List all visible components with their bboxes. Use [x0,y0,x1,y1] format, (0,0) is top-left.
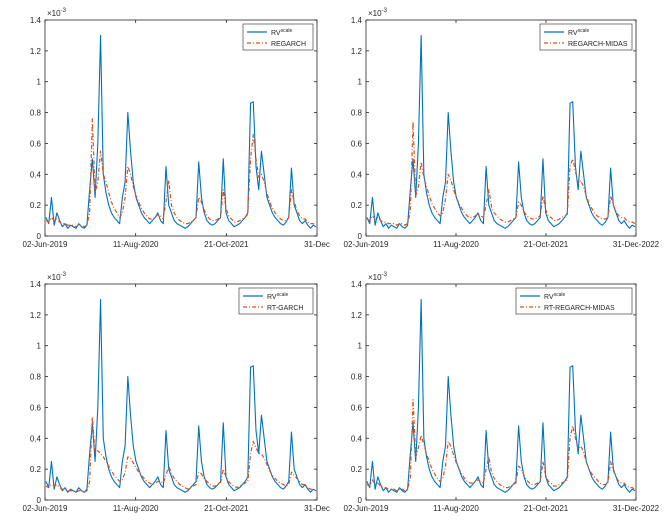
series-line-model [45,416,317,493]
y-exponent-label: ×10-3 [47,8,67,18]
y-tick-label: 1.4 [30,280,42,289]
subplot-3: 0 0.2 0.4 0.6 0.8 1 1.2 1.4 ×10-3 02-Jun-2019 11-A… [23,272,330,513]
y-tick-label: 0 [37,496,42,505]
x-tick-label: 31-Dec-2022 [613,504,660,513]
y-tick-label: 0.6 [30,139,42,148]
x-tick-label: 02-Jun-2019 [23,240,68,249]
x-tick-label: 21-Oct-2021 [524,240,569,249]
y-exponent-label: ×10-3 [368,272,388,282]
y-tick-label: 0.4 [30,170,42,179]
axes-box [365,19,637,237]
legend-label: REGARCH-MIDAS [568,41,628,48]
series-line-rv [366,298,636,493]
x-tick-label: 21-Oct-2021 [204,240,249,249]
y-tick-label: 1.4 [351,16,363,25]
legend-label: RT-GARCH [267,305,303,312]
subplot-2: 0 0.2 0.4 0.6 0.8 1 1.2 1.4 ×10-3 02-Jun-2019 11-A… [344,8,660,249]
axes-box [44,283,318,501]
x-tick-label: 11-Aug-2020 [433,504,479,513]
legend-label: RVscale [271,28,293,37]
legend-box [515,287,633,315]
x-tick-label: 02-Jun-2019 [23,504,68,513]
y-tick-label: 1 [358,78,363,87]
y-tick-label: 0.2 [351,201,363,210]
x-tick-label: 31-Dec [304,504,330,513]
y-tick-label: 1 [37,342,42,351]
y-tick-label: 0 [358,232,363,241]
x-tick-label: 02-Jun-2019 [344,504,389,513]
legend: RVscale REGARCH [242,23,314,51]
legend: RVscale RT-REGARCH-MIDAS [515,287,633,315]
legend-label: RVscale [568,28,590,37]
y-tick-label: 1.2 [351,311,363,320]
x-tick-label: 11-Aug-2020 [433,240,479,249]
x-tick-label: 31-Dec-2022 [613,240,660,249]
legend-label: RT-REGARCH-MIDAS [544,305,615,312]
x-tick-label: 02-Jun-2019 [344,240,389,249]
y-tick-label: 0.4 [351,434,363,443]
y-exponent-label: ×10-3 [47,272,67,282]
y-tick-label: 0.2 [351,465,363,474]
y-tick-label: 1.2 [351,47,363,56]
y-tick-label: 0.6 [351,139,363,148]
y-tick-label: 0.2 [30,465,42,474]
axes-box [44,19,318,237]
y-tick-label: 0.6 [351,403,363,412]
y-tick-label: 1.2 [30,47,42,56]
y-tick-label: 1.4 [351,280,363,289]
legend-box [242,23,314,51]
legend: RVscale REGARCH-MIDAS [539,23,633,51]
y-exponent-label: ×10-3 [368,8,388,18]
subplot-1: 0 0.2 0.4 0.6 0.8 1 1.2 1.4 ×10-3 02-Jun-2019 11-A… [23,8,330,249]
y-tick-label: 0 [358,496,363,505]
legend: RVscale RT-GARCH [238,287,314,315]
x-tick-label: 11-Aug-2020 [113,240,159,249]
legend-box [539,23,633,51]
y-tick-label: 1.2 [30,311,42,320]
legend-label: RVscale [544,292,566,301]
y-tick-label: 1.4 [30,16,42,25]
x-tick-label: 11-Aug-2020 [113,504,159,513]
y-tick-label: 0.4 [30,434,42,443]
y-tick-label: 0.2 [30,201,42,210]
x-tick-label: 21-Oct-2021 [204,504,249,513]
series-line-model [45,118,317,228]
axes-box [365,283,637,501]
x-tick-label: 21-Oct-2021 [524,504,569,513]
y-tick-label: 0.8 [30,373,42,382]
legend-box [238,287,314,315]
y-tick-label: 1 [37,78,42,87]
y-tick-label: 0.8 [351,109,363,118]
y-tick-label: 0.8 [351,373,363,382]
x-tick-label: 31-Dec [304,240,330,249]
y-tick-label: 1 [358,342,363,351]
subplot-4: 0 0.2 0.4 0.6 0.8 1 1.2 1.4 ×10-3 02-Jun-2019 11-A… [344,272,660,513]
y-tick-label: 0.4 [351,170,363,179]
legend-label: RVscale [267,292,289,301]
series-line-model [366,121,636,226]
series-line-model [366,399,636,492]
y-tick-label: 0.8 [30,109,42,118]
legend-label: REGARCH [271,41,306,48]
y-tick-label: 0.6 [30,403,42,412]
y-tick-label: 0 [37,232,42,241]
